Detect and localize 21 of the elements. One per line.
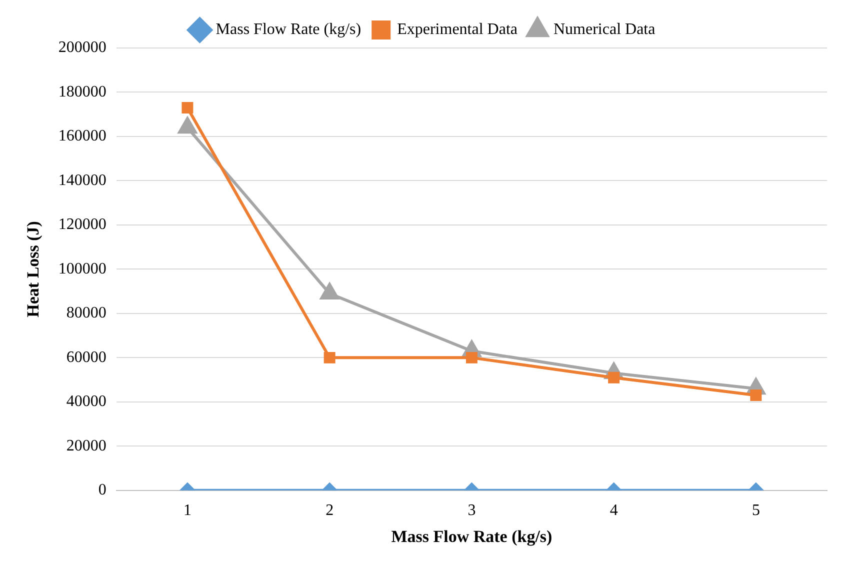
x-tick-label: 5 [752,502,760,520]
legend-label: Numerical Data [553,21,656,38]
x-axis-title: Mass Flow Rate (kg/s) [391,527,552,546]
y-tick-label: 20000 [66,437,106,454]
x-tick-label: 2 [326,502,334,520]
y-tick-label: 40000 [66,393,106,410]
y-axis-title: Heat Loss (J) [24,221,43,318]
y-tick-label: 100000 [58,260,106,278]
y-tick-label: 60000 [66,348,106,366]
y-tick-label: 0 [98,482,106,499]
y-tick-label: 160000 [58,128,106,145]
y-tick-label: 180000 [58,83,106,100]
y-tick-label: 140000 [58,172,106,189]
y-tick-label: 120000 [58,216,106,234]
y-tick-label: 80000 [66,304,106,322]
x-tick-label: 3 [468,502,476,520]
x-tick-label: 1 [183,502,192,520]
x-tick-label: 4 [610,502,618,520]
y-tick-label: 200000 [58,39,106,56]
legend-label: Mass Flow Rate (kg/s) [216,21,362,38]
legend-label: Experimental Data [397,21,518,38]
